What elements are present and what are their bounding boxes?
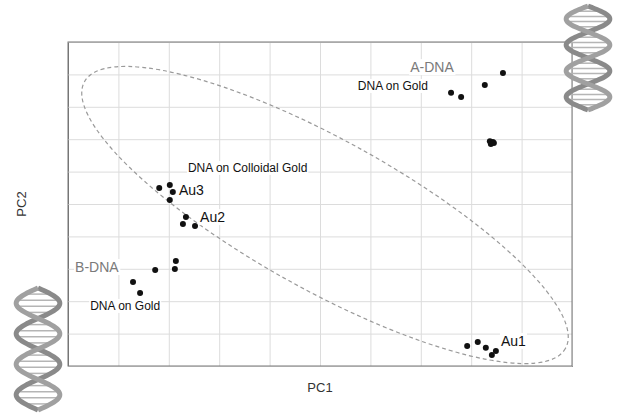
decoration: [567, 42, 609, 44]
annotation-label: DNA on Colloidal Gold: [188, 161, 307, 175]
annotations: A-DNA DNA on Gold DNA on Colloidal Gold Au3…: [74, 59, 527, 349]
decoration: [17, 306, 59, 308]
decoration: [567, 94, 609, 96]
decoration: [566, 6, 610, 110]
y-grid-line: [68, 334, 572, 335]
y-tick: [68, 74, 572, 75]
annotation: DNA on Colloidal Gold: [187, 161, 308, 175]
point: [173, 258, 179, 264]
plot-frame: [68, 42, 572, 366]
annotation: Au2: [199, 209, 226, 225]
point: [130, 279, 136, 285]
point: [170, 189, 176, 195]
point: [482, 82, 488, 88]
decoration: [566, 6, 610, 110]
annotation: B-DNA: [74, 259, 120, 275]
label-background: [89, 299, 161, 313]
annotation: DNA on Gold: [357, 79, 429, 93]
decoration: [17, 360, 59, 362]
annotation-label: Au1: [501, 333, 526, 349]
point: [172, 266, 178, 272]
label-background: [500, 333, 527, 349]
plot: A-DNA DNA on Gold DNA on Colloidal Gold Au3…: [48, 16, 602, 414]
annotation-label: DNA on Gold: [90, 299, 160, 313]
annotation-label: A-DNA: [410, 59, 454, 75]
y-tick: [68, 107, 572, 108]
point: [475, 339, 481, 345]
decoration: [17, 367, 59, 369]
y-axis-line: [69, 43, 573, 367]
point: [167, 197, 173, 203]
decoration: [567, 99, 609, 101]
y-tick: [68, 139, 572, 140]
point: [180, 221, 186, 227]
y-grid-line: [68, 139, 572, 140]
y-tick: [68, 236, 572, 237]
y-grid-line: [68, 236, 572, 237]
decoration: [567, 21, 609, 23]
decoration: [567, 16, 609, 18]
y-tick: [68, 204, 572, 205]
point: [464, 343, 470, 349]
decoration: [16, 288, 60, 410]
decoration: [17, 330, 59, 332]
annotation: DNA on Gold: [89, 299, 161, 313]
point: [448, 90, 454, 96]
point: [137, 290, 143, 296]
point: [483, 345, 489, 351]
y-tick: [68, 334, 572, 335]
decoration: [567, 73, 609, 75]
decoration: [567, 47, 609, 49]
decoration: [17, 336, 59, 338]
x-axis-line: [69, 42, 573, 367]
label-background: [74, 259, 120, 275]
x-axis-title: PC1: [307, 380, 332, 395]
y-grid-line: [68, 172, 572, 173]
y-tick: [68, 172, 572, 173]
label-background: [187, 161, 308, 175]
point: [192, 223, 198, 229]
decoration: [566, 6, 610, 110]
y-axis: [68, 43, 572, 367]
decoration: [17, 299, 59, 301]
annotation: Au1: [500, 333, 527, 349]
point: [167, 182, 173, 188]
annotation-label: Au2: [200, 209, 225, 225]
point: [500, 70, 506, 76]
point: [491, 140, 497, 146]
y-grid-line: [68, 204, 572, 205]
x-axis: [69, 42, 573, 367]
decoration: [17, 397, 59, 399]
point: [493, 348, 499, 354]
annotation: Au3: [178, 182, 205, 198]
point: [183, 214, 189, 220]
decoration: [16, 288, 60, 410]
point: [156, 185, 162, 191]
point: [458, 94, 464, 100]
label-background: [409, 59, 455, 75]
label-background: [357, 79, 429, 93]
annotation: A-DNA: [409, 59, 455, 75]
y-grid-line: [68, 269, 572, 270]
y-tick: [68, 269, 572, 270]
points: [130, 70, 506, 358]
decoration: [567, 68, 609, 70]
plot-background: [68, 42, 572, 366]
annotation-label: DNA on Gold: [358, 79, 428, 93]
label-background: [199, 209, 226, 225]
decoration: [16, 288, 60, 410]
y-grid-line: [68, 74, 572, 75]
annotation-label: Au3: [179, 182, 204, 198]
point: [152, 267, 158, 273]
annotation-label: B-DNA: [75, 259, 119, 275]
y-axis-title: PC2: [14, 191, 29, 216]
decoration: [17, 391, 59, 393]
y-grid-line: [68, 107, 572, 108]
label-background: [178, 182, 205, 198]
group-ellipse: [48, 16, 602, 414]
chart: A-DNA DNA on Gold DNA on Colloidal Gold Au3…: [0, 0, 618, 416]
